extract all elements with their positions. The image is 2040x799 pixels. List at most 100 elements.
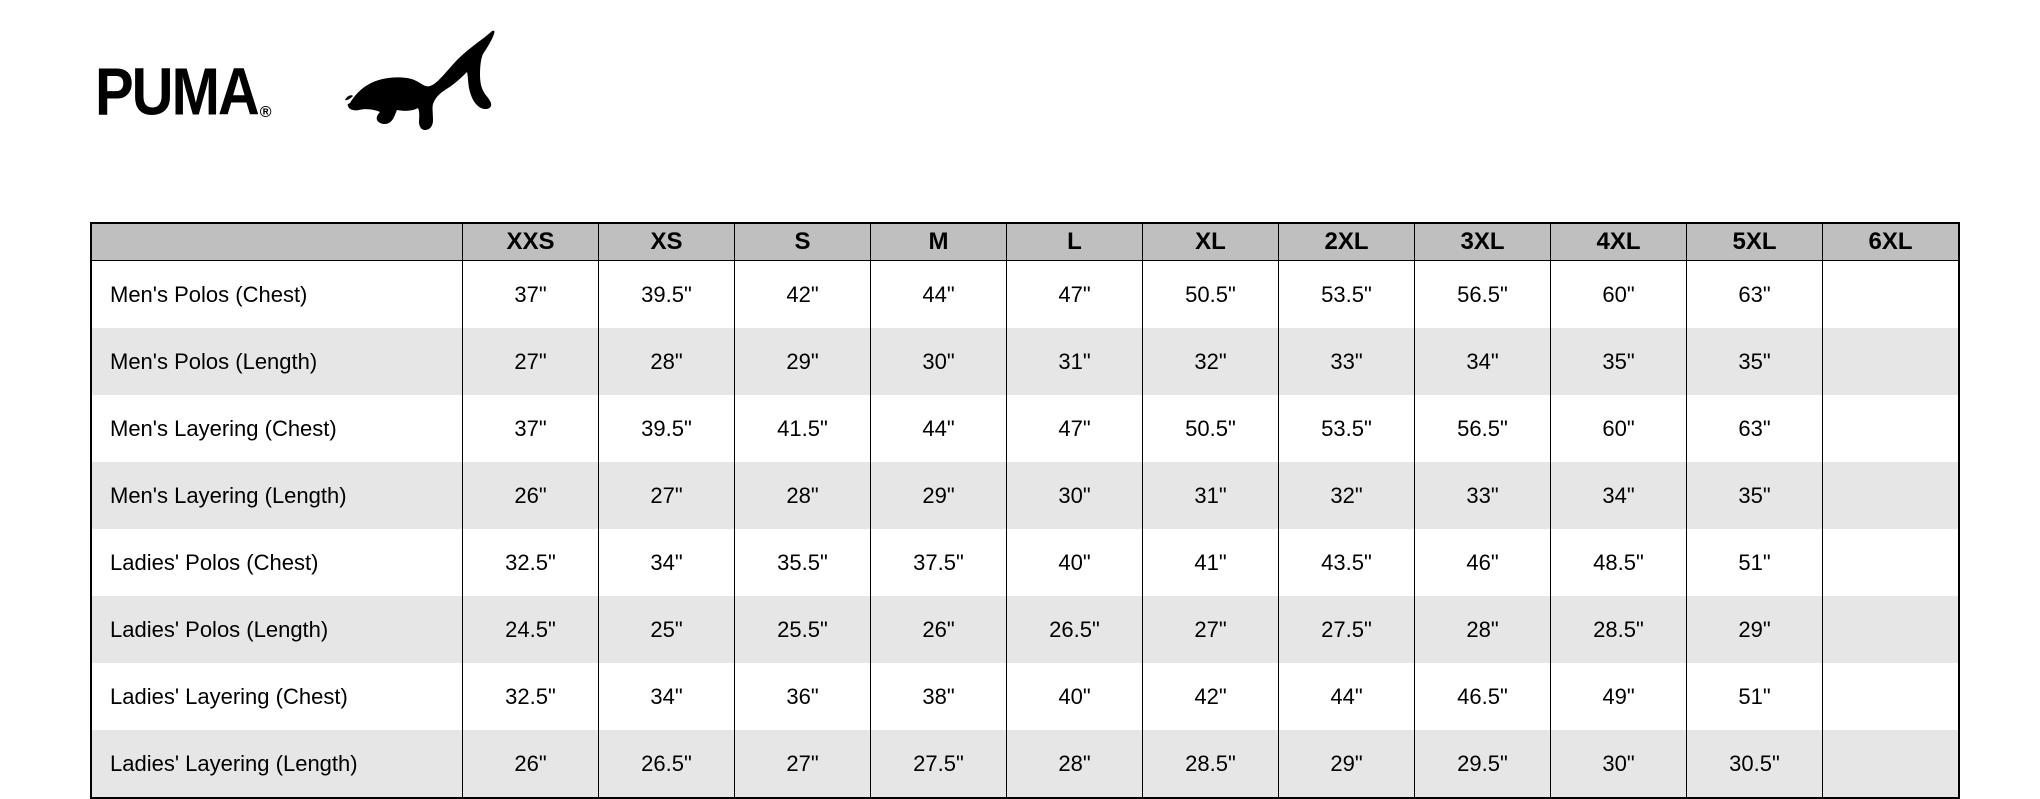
- puma-cat-icon: [345, 28, 495, 138]
- size-cell: [1823, 730, 1960, 798]
- size-cell: 43.5": [1279, 529, 1415, 596]
- header-size: XL: [1143, 223, 1279, 261]
- size-cell: [1823, 462, 1960, 529]
- size-cell: [1823, 596, 1960, 663]
- header-size: 6XL: [1823, 223, 1960, 261]
- size-chart-container: XXS XS S M L XL 2XL 3XL 4XL 5XL 6XL Men'…: [90, 222, 1948, 799]
- size-cell: 28.5": [1551, 596, 1687, 663]
- table-row: Ladies' Layering (Length)26"26.5"27"27.5…: [91, 730, 1959, 798]
- size-cell: 50.5": [1143, 261, 1279, 329]
- size-cell: 29": [1279, 730, 1415, 798]
- size-cell: 48.5": [1551, 529, 1687, 596]
- size-cell: 27.5": [871, 730, 1007, 798]
- size-cell: 28": [1007, 730, 1143, 798]
- size-cell: 39.5": [599, 261, 735, 329]
- table-row: Men's Polos (Chest)37"39.5"42"44"47"50.5…: [91, 261, 1959, 329]
- size-cell: 42": [735, 261, 871, 329]
- table-row: Men's Layering (Chest)37"39.5"41.5"44"47…: [91, 395, 1959, 462]
- size-cell: 32": [1143, 328, 1279, 395]
- size-cell: 32": [1279, 462, 1415, 529]
- size-cell: 63": [1687, 261, 1823, 329]
- row-label: Men's Polos (Length): [91, 328, 463, 395]
- size-cell: 36": [735, 663, 871, 730]
- size-cell: 28": [599, 328, 735, 395]
- size-cell: 31": [1143, 462, 1279, 529]
- size-cell: 47": [1007, 261, 1143, 329]
- size-cell: [1823, 529, 1960, 596]
- table-row: Ladies' Polos (Chest)32.5"34"35.5"37.5"4…: [91, 529, 1959, 596]
- header-size: 4XL: [1551, 223, 1687, 261]
- size-cell: 46.5": [1415, 663, 1551, 730]
- size-cell: 28": [1415, 596, 1551, 663]
- size-cell: 27": [463, 328, 599, 395]
- header-size: XXS: [463, 223, 599, 261]
- header-size: S: [735, 223, 871, 261]
- size-cell: [1823, 663, 1960, 730]
- size-cell: 34": [1551, 462, 1687, 529]
- header-blank: [91, 223, 463, 261]
- size-cell: 35": [1551, 328, 1687, 395]
- brand-wordmark: PUMA: [95, 59, 258, 126]
- size-cell: 33": [1415, 462, 1551, 529]
- header-size: 3XL: [1415, 223, 1551, 261]
- table-row: Ladies' Layering (Chest)32.5"34"36"38"40…: [91, 663, 1959, 730]
- size-cell: 42": [1143, 663, 1279, 730]
- size-cell: 35": [1687, 328, 1823, 395]
- size-cell: 26": [463, 462, 599, 529]
- size-cell: 41": [1143, 529, 1279, 596]
- size-cell: 44": [871, 395, 1007, 462]
- size-cell: 60": [1551, 261, 1687, 329]
- size-cell: 47": [1007, 395, 1143, 462]
- size-cell: 34": [599, 529, 735, 596]
- registered-mark: ®: [260, 104, 272, 122]
- table-header-row: XXS XS S M L XL 2XL 3XL 4XL 5XL 6XL: [91, 223, 1959, 261]
- row-label: Men's Layering (Chest): [91, 395, 463, 462]
- row-label: Ladies' Layering (Length): [91, 730, 463, 798]
- size-cell: 29": [1687, 596, 1823, 663]
- row-label: Men's Layering (Length): [91, 462, 463, 529]
- size-cell: 53.5": [1279, 395, 1415, 462]
- size-cell: 34": [1415, 328, 1551, 395]
- table-row: Ladies' Polos (Length)24.5"25"25.5"26"26…: [91, 596, 1959, 663]
- size-cell: 34": [599, 663, 735, 730]
- size-cell: 51": [1687, 663, 1823, 730]
- size-cell: 26.5": [599, 730, 735, 798]
- size-cell: 40": [1007, 663, 1143, 730]
- size-cell: 37.5": [871, 529, 1007, 596]
- size-cell: 46": [1415, 529, 1551, 596]
- size-cell: 30": [871, 328, 1007, 395]
- size-cell: [1823, 328, 1960, 395]
- size-cell: [1823, 261, 1960, 329]
- size-chart-table: XXS XS S M L XL 2XL 3XL 4XL 5XL 6XL Men'…: [90, 222, 1960, 799]
- size-cell: 30": [1551, 730, 1687, 798]
- size-cell: 63": [1687, 395, 1823, 462]
- table-body: Men's Polos (Chest)37"39.5"42"44"47"50.5…: [91, 261, 1959, 799]
- size-cell: 37": [463, 261, 599, 329]
- header-size: 5XL: [1687, 223, 1823, 261]
- size-cell: 56.5": [1415, 395, 1551, 462]
- size-cell: 32.5": [463, 529, 599, 596]
- size-cell: 37": [463, 395, 599, 462]
- size-cell: 31": [1007, 328, 1143, 395]
- header-size: XS: [599, 223, 735, 261]
- size-cell: 53.5": [1279, 261, 1415, 329]
- size-cell: 56.5": [1415, 261, 1551, 329]
- table-row: Men's Polos (Length)27"28"29"30"31"32"33…: [91, 328, 1959, 395]
- row-label: Ladies' Layering (Chest): [91, 663, 463, 730]
- size-cell: 41.5": [735, 395, 871, 462]
- size-cell: 27.5": [1279, 596, 1415, 663]
- size-cell: 60": [1551, 395, 1687, 462]
- row-label: Ladies' Polos (Chest): [91, 529, 463, 596]
- size-cell: 35": [1687, 462, 1823, 529]
- size-cell: 26.5": [1007, 596, 1143, 663]
- size-cell: 26": [463, 730, 599, 798]
- size-cell: 29": [871, 462, 1007, 529]
- size-cell: 30.5": [1687, 730, 1823, 798]
- size-cell: 44": [1279, 663, 1415, 730]
- size-cell: 28.5": [1143, 730, 1279, 798]
- size-cell: [1823, 395, 1960, 462]
- brand-logo: PUMA ®: [95, 20, 272, 126]
- size-cell: 49": [1551, 663, 1687, 730]
- size-cell: 27": [599, 462, 735, 529]
- size-cell: 44": [871, 261, 1007, 329]
